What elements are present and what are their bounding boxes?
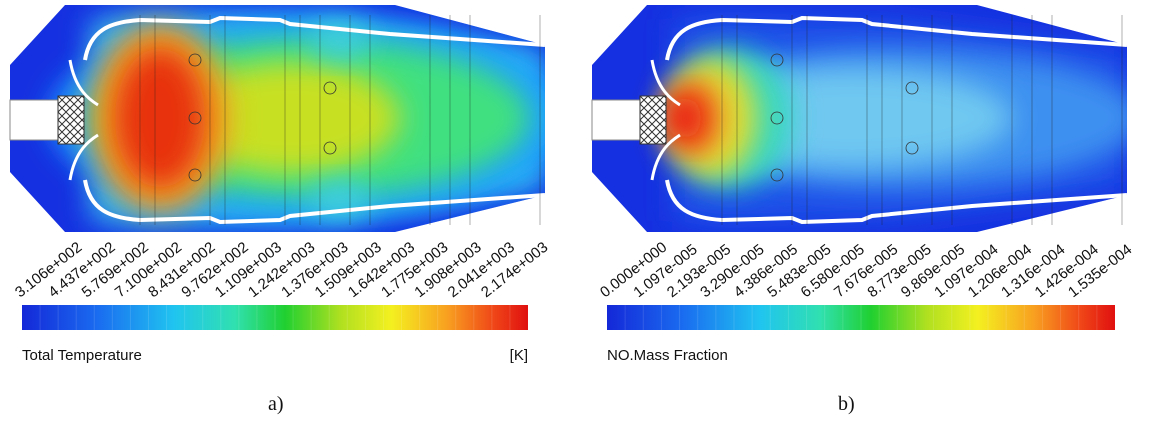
hole [905, 141, 919, 155]
swirler [639, 95, 667, 145]
inlet [591, 99, 641, 141]
contour-plot [591, 5, 1128, 232]
field [50, 12, 545, 228]
colorbar-title: Total Temperature [22, 347, 142, 364]
hole [905, 81, 919, 95]
liner-wall [665, 15, 1128, 61]
hole [323, 141, 337, 155]
hole [188, 111, 202, 125]
colorbar-unit: [K] [510, 347, 528, 364]
hole [323, 81, 337, 95]
colorbar [22, 305, 528, 330]
colorbar-title: NO.Mass Fraction [607, 347, 728, 364]
hole [188, 53, 202, 67]
hole [770, 53, 784, 67]
hole [770, 111, 784, 125]
field-blob [180, 63, 400, 173]
panel-caption: a) [268, 393, 284, 415]
swirler [57, 95, 85, 145]
panel-caption: b) [838, 393, 855, 415]
dome [68, 59, 99, 181]
dome [650, 59, 681, 181]
field-blob [666, 96, 702, 140]
liner-wall [83, 179, 546, 225]
liner-wall [83, 15, 546, 61]
hole [770, 168, 784, 182]
inlet [9, 99, 59, 141]
colorbar [607, 305, 1115, 330]
liner-wall [665, 179, 1128, 225]
field-blob [115, 48, 205, 188]
contour-plot [9, 5, 546, 232]
hole [188, 168, 202, 182]
